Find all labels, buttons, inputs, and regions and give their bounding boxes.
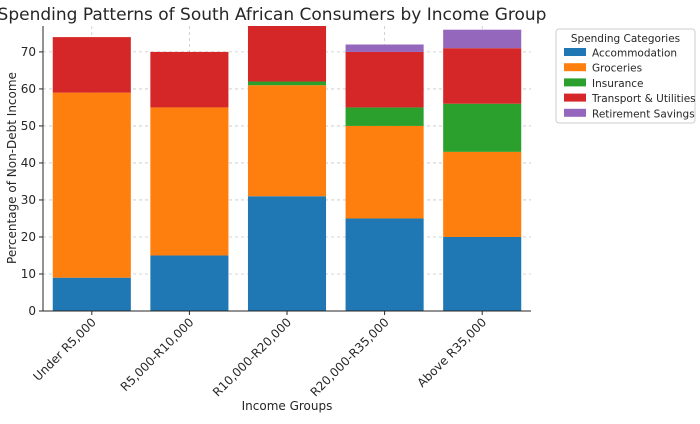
bar-segment [247,196,327,311]
legend-label: Transport & Utilities [591,93,696,105]
y-tick-label: 60 [21,82,36,96]
bar-segment [52,37,131,93]
bar-segment [247,81,327,86]
bar-segment [150,51,229,108]
bar-segment [443,236,522,311]
x-tick-label: Above R35,000 [415,315,490,390]
legend-swatch [564,93,586,102]
y-tick-label: 10 [21,267,36,281]
x-axis-label: Income Groups [242,399,333,413]
bar-segment [345,44,424,52]
x-tick-label: Under R5,000 [30,315,98,383]
bar-segment [345,218,424,311]
y-tick-label: 40 [21,156,36,170]
x-tick-label: R10,000-R20,000 [210,315,294,399]
bar-segment [345,125,424,219]
legend-swatch [564,78,586,87]
y-axis-label: Percentage of Non-Debt Income [5,72,19,264]
legend-frame [555,28,696,124]
bar-segment [345,107,424,126]
bar-segment [150,107,229,256]
bar-segment [52,277,131,311]
legend-swatch [564,48,586,56]
legend-label: Retirement Savings [592,108,695,120]
legend-items: Accommodation Groceries Insurance Transport… [564,48,696,120]
bar-segment [443,151,522,237]
bar-segment [345,51,424,108]
legend: Spending Categories Accommodation Groceri… [555,28,696,124]
legend-label: Groceries [592,63,642,75]
y-tick-label: 30 [21,193,36,207]
bar-segment [150,255,229,311]
legend-title: Spending Categories [571,33,680,45]
legend-label: Insurance [592,78,644,90]
legend-swatch [564,63,586,72]
bar-segment [247,85,327,197]
bar-segment [443,48,522,104]
bar-segment [247,26,327,82]
x-tick-label: R20,000-R35,000 [308,315,392,399]
bars-layer [52,26,522,311]
bar-segment [443,29,522,49]
y-tick-label: 0 [28,304,36,318]
legend-swatch [564,108,586,117]
y-tick-label: 70 [21,45,36,59]
y-tick-label: 20 [21,230,36,244]
bar-segment [52,92,131,278]
y-ticks: 0 10 20 30 40 50 60 70 [21,45,43,318]
y-tick-label: 50 [21,119,36,133]
x-tick-label: R5,000-R10,000 [118,315,197,394]
bar-segment [443,103,522,152]
chart-title: Spending Patterns of South African Consu… [0,5,546,25]
x-ticks: Under R5,000 R5,000-R10,000 R10,000-R20,00… [30,311,489,399]
legend-label: Accommodation [592,48,677,60]
